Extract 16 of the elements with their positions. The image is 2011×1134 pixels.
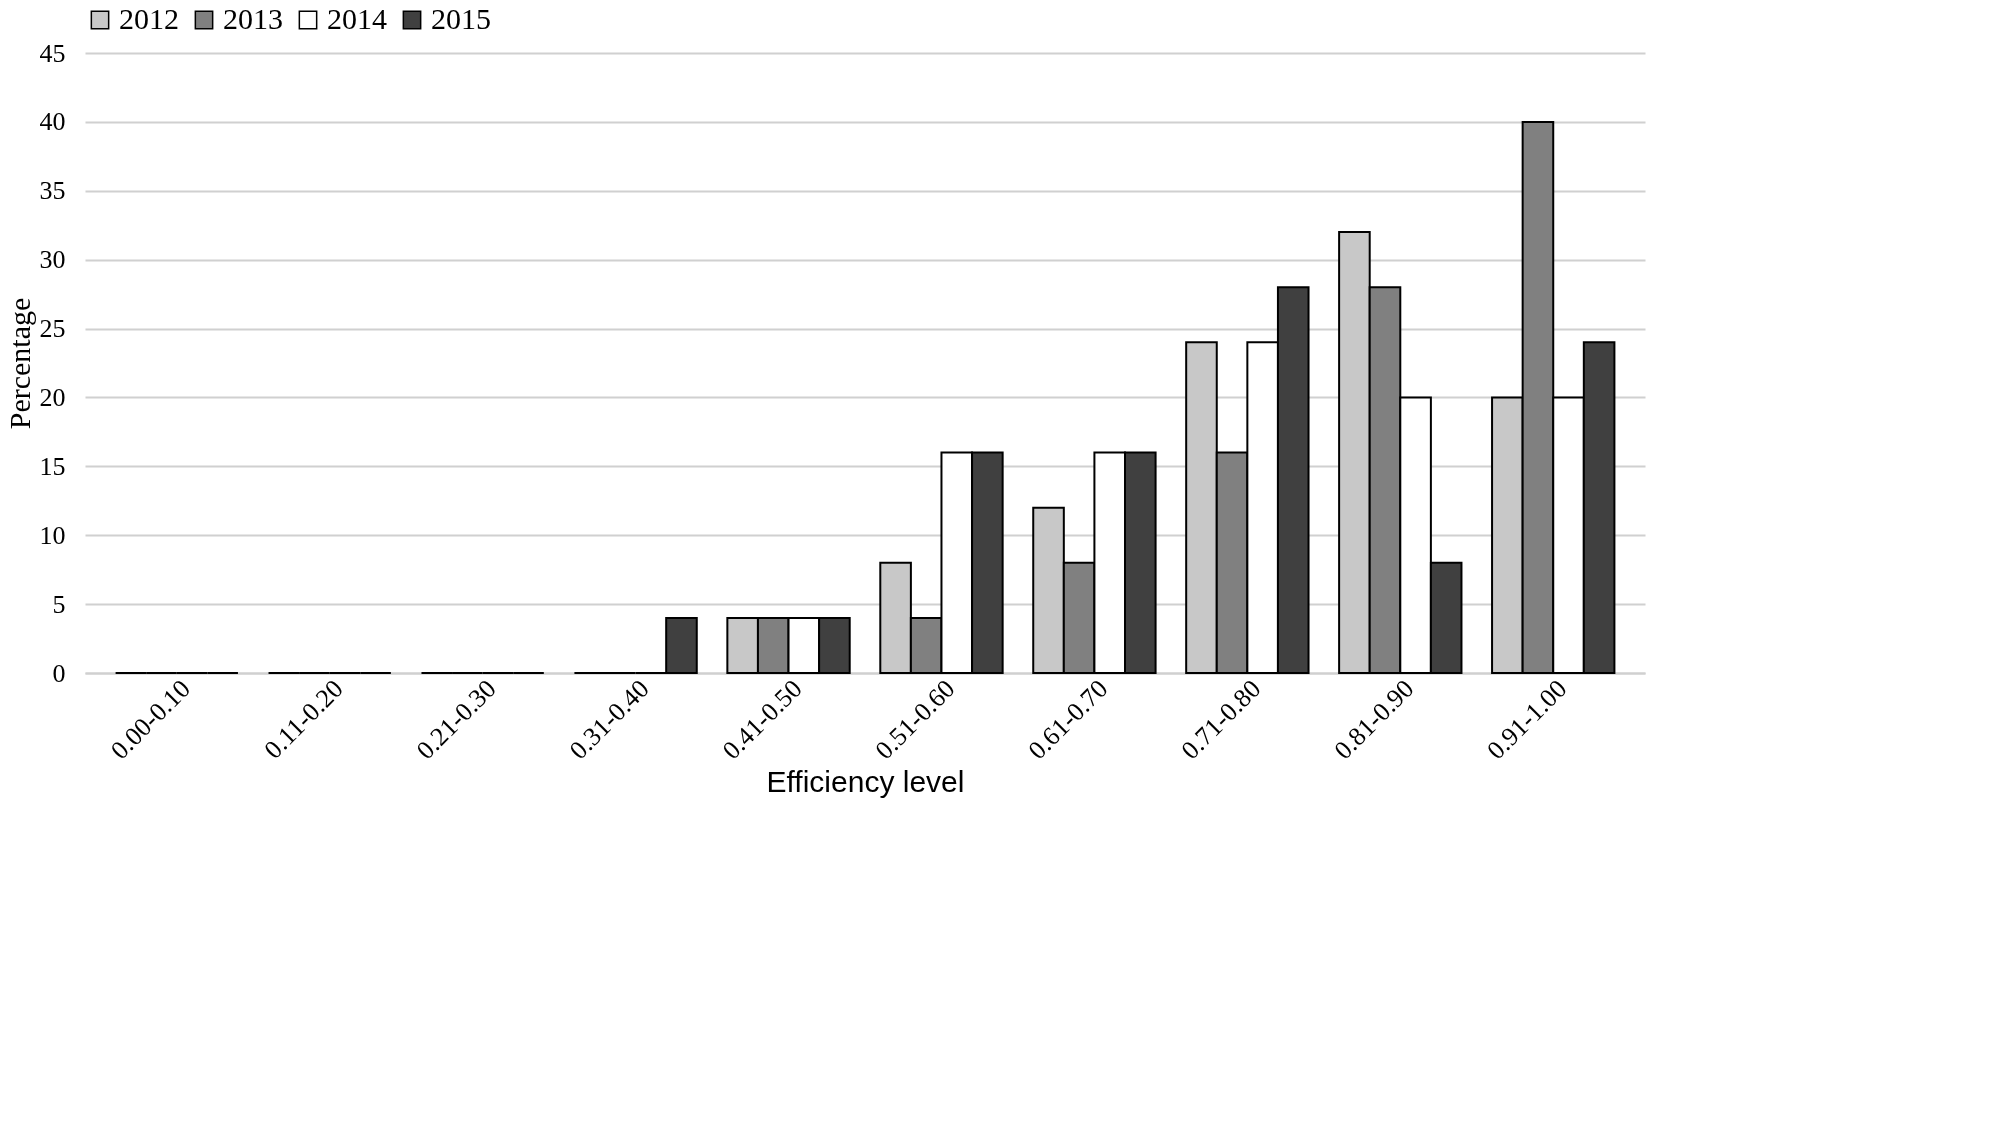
y-tick-label: 20: [39, 382, 66, 412]
legend-label: 2014: [327, 2, 387, 35]
y-tick-label: 25: [39, 314, 66, 344]
legend-label: 2013: [223, 2, 283, 35]
y-tick-label: 45: [39, 38, 66, 68]
y-tick-label: 30: [39, 245, 66, 275]
y-tick-label: 10: [39, 520, 66, 550]
y-tick-label: 35: [39, 176, 66, 206]
legend-label: 2012: [119, 2, 179, 35]
x-axis-title: Efficiency level: [766, 765, 965, 799]
y-tick-label: 0: [52, 658, 66, 688]
y-axis-title: Percentage: [2, 297, 36, 430]
y-tick-label: 5: [52, 589, 66, 619]
y-tick-label: 40: [39, 107, 66, 137]
legend-label: 2015: [431, 2, 491, 35]
y-tick-label: 15: [39, 451, 66, 481]
